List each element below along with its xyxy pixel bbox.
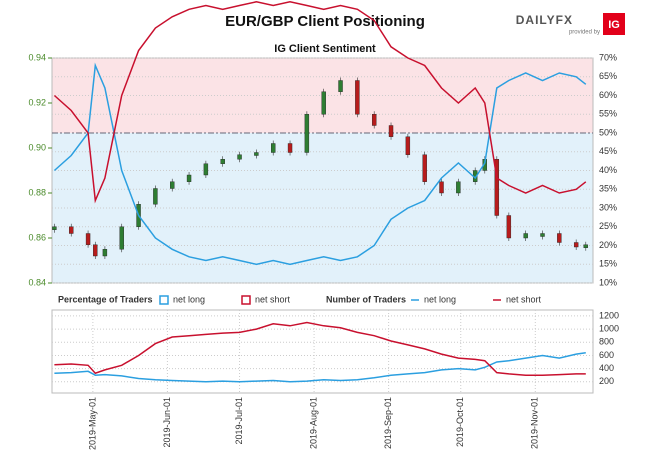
x-tick-label: 2019-Jun-01 bbox=[162, 397, 172, 448]
y-tick-label: 1200 bbox=[599, 310, 619, 320]
brand: DAILYFX bbox=[516, 13, 573, 27]
legend-swatch bbox=[241, 295, 251, 305]
candle bbox=[388, 125, 394, 137]
y-tick-label: 0.84 bbox=[28, 277, 46, 287]
y-tick-label: 400 bbox=[599, 363, 614, 373]
legend-title: Percentage of Traders bbox=[58, 294, 153, 304]
y2-tick-label: 25% bbox=[599, 221, 617, 231]
y2-tick-label: 15% bbox=[599, 259, 617, 269]
candle bbox=[186, 174, 192, 182]
candle bbox=[573, 242, 579, 248]
series-line bbox=[53, 1, 587, 204]
candle bbox=[287, 143, 293, 153]
brand-ig: IG bbox=[608, 19, 620, 31]
y-tick-label: 0.94 bbox=[28, 52, 46, 62]
candle bbox=[523, 233, 528, 239]
x-tick-label: 2019-Nov-01 bbox=[530, 397, 540, 449]
y-tick-label: 800 bbox=[599, 337, 614, 347]
x-tick-label: 2019-Jul-01 bbox=[234, 397, 244, 445]
legend-label: net long bbox=[173, 294, 205, 304]
candle bbox=[439, 181, 444, 194]
x-tick-label: 2019-Sep-01 bbox=[383, 397, 393, 449]
candle bbox=[371, 114, 377, 126]
y2-tick-label: 35% bbox=[599, 184, 617, 194]
series-line bbox=[53, 62, 587, 266]
candle bbox=[304, 114, 310, 153]
y-tick-label: 600 bbox=[599, 350, 614, 360]
y-tick-label: 1000 bbox=[599, 323, 619, 333]
candle bbox=[494, 159, 500, 216]
series-line bbox=[54, 352, 586, 383]
candle bbox=[405, 136, 411, 155]
y-tick-label: 0.90 bbox=[28, 142, 46, 152]
y2-tick-label: 55% bbox=[599, 109, 617, 119]
brand-logo bbox=[603, 13, 625, 35]
y-tick-label: 0.92 bbox=[28, 97, 46, 107]
legend-label: net long bbox=[424, 294, 456, 304]
y2-tick-label: 10% bbox=[599, 277, 617, 287]
y2-tick-label: 45% bbox=[599, 146, 617, 156]
legend-label: net short bbox=[255, 294, 291, 304]
brand-provided: provided by bbox=[569, 30, 600, 36]
candle bbox=[540, 233, 545, 237]
candle bbox=[456, 181, 461, 194]
candle bbox=[220, 159, 225, 164]
candle bbox=[583, 244, 588, 248]
y-tick-label: 200 bbox=[599, 376, 614, 386]
y2-tick-label: 20% bbox=[599, 240, 617, 250]
x-tick-label: 2019-Oct-01 bbox=[455, 397, 465, 447]
y2-tick-label: 65% bbox=[599, 71, 617, 81]
y2-tick-label: 70% bbox=[599, 52, 617, 62]
candle bbox=[102, 249, 108, 257]
candle bbox=[69, 226, 74, 234]
y2-tick-label: 50% bbox=[599, 127, 617, 137]
candle bbox=[85, 233, 91, 245]
candle bbox=[153, 188, 158, 205]
candle bbox=[203, 163, 209, 176]
candle bbox=[93, 244, 98, 257]
candle bbox=[321, 91, 326, 115]
plot-frame bbox=[51, 309, 594, 394]
candle bbox=[170, 181, 175, 189]
candle bbox=[422, 154, 427, 182]
chart-title: EUR/GBP Client Positioning bbox=[225, 13, 425, 30]
candle bbox=[237, 154, 242, 160]
chart-subtitle: IG Client Sentiment bbox=[274, 43, 376, 55]
candle bbox=[271, 143, 276, 153]
candle bbox=[355, 80, 360, 115]
y2-tick-label: 40% bbox=[599, 165, 617, 175]
series-line bbox=[54, 321, 586, 376]
candle bbox=[52, 226, 57, 230]
legend-swatch bbox=[159, 295, 169, 305]
y2-tick-label: 60% bbox=[599, 90, 617, 100]
candle bbox=[338, 80, 343, 92]
candle bbox=[506, 215, 512, 239]
y2-tick-label: 30% bbox=[599, 202, 617, 212]
candle bbox=[557, 233, 562, 243]
candle bbox=[119, 226, 124, 250]
y-tick-label: 0.86 bbox=[28, 232, 46, 242]
x-tick-label: 2019-May-01 bbox=[87, 397, 97, 450]
legend-title: Number of Traders bbox=[326, 294, 406, 304]
y-tick-label: 0.88 bbox=[28, 187, 46, 197]
x-tick-label: 2019-Aug-01 bbox=[308, 397, 318, 449]
legend-label: net short bbox=[506, 294, 542, 304]
candle bbox=[254, 152, 259, 156]
